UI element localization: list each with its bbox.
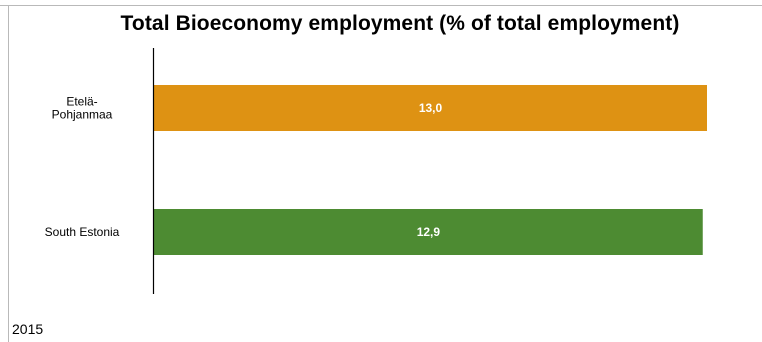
bars-layer	[154, 85, 707, 255]
bar-value-label-1: 12,9	[417, 225, 441, 239]
bar-1	[154, 209, 703, 255]
window-top-border	[0, 0, 762, 6]
chart-title: Total Bioeconomy employment (% of total …	[120, 12, 680, 35]
footer-year: 2015	[12, 321, 44, 337]
category-label-0-line-0: Etelä-	[66, 95, 97, 109]
labels-layer: 13,0 Etelä-Pohjanmaa 12,9 South Estonia	[45, 95, 443, 240]
bar-0	[154, 85, 707, 131]
bar-value-label-0: 13,0	[419, 101, 443, 115]
window-left-border	[0, 6, 9, 342]
category-label-0-line-1: Pohjanmaa	[52, 108, 113, 122]
category-label-1: South Estonia	[45, 225, 120, 239]
